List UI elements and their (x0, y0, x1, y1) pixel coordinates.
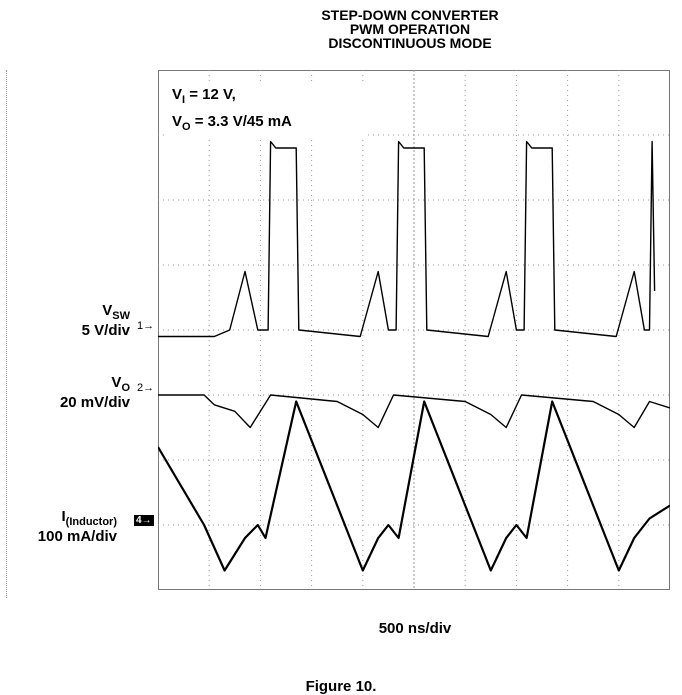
ch2-marker: 2→ (137, 382, 155, 394)
vsw-label: VSW 5 V/div (30, 302, 130, 339)
ch4-marker: 4→ (134, 515, 154, 526)
conditions-line-2: VO = 3.3 V/45 mA (172, 113, 292, 133)
iind-scale: 100 mA/div (37, 528, 117, 545)
adjacent-figure-edge (0, 70, 7, 598)
title-line-2: PWM OPERATION (349, 21, 471, 37)
title-line-1: STEP-DOWN CONVERTER (321, 7, 499, 23)
trace-vsw (158, 140, 656, 338)
iind-label: I(Inductor) 100 mA/div (5, 508, 117, 545)
ch1-marker: 1→ (137, 320, 155, 332)
vo-scale: 20 mV/div (59, 394, 130, 411)
vo-label: VO 20 mV/div (20, 374, 130, 411)
title-line-3: DISCONTINUOUS MODE (328, 35, 492, 51)
trace-vo (158, 394, 670, 429)
conditions-line-1: VI = 12 V, (172, 86, 236, 106)
plot-traces (158, 140, 670, 572)
conditions-note: VI = 12 V, VO = 3.3 V/45 mA (168, 82, 366, 140)
trace-iinductor (158, 400, 670, 572)
figure-caption: Figure 10. (305, 678, 377, 695)
chart-title: STEP-DOWN CONVERTER PWM OPERATION DISCON… (160, 8, 660, 50)
vsw-scale: 5 V/div (81, 322, 130, 339)
x-axis-label: 500 ns/div (378, 620, 452, 637)
oscilloscope-plot (158, 70, 670, 590)
